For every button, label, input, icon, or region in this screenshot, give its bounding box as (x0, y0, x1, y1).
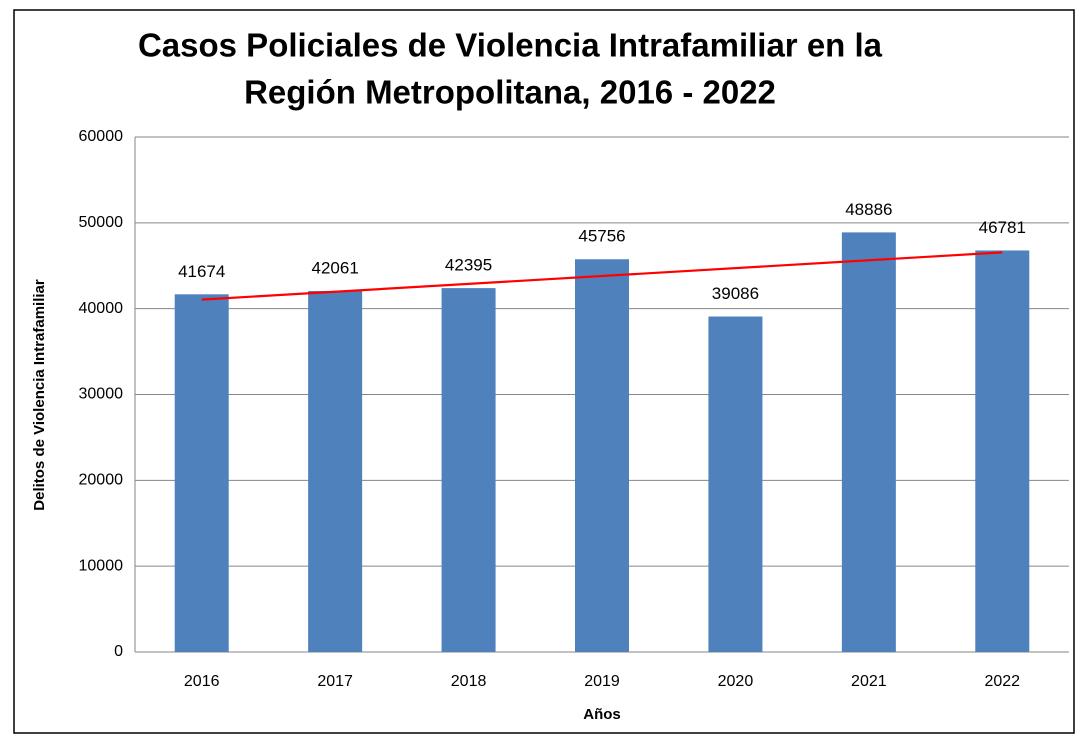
bar (308, 290, 363, 652)
bar (708, 316, 763, 652)
y-tick-label: 60000 (79, 128, 124, 145)
bar (575, 259, 629, 652)
value-label: 42395 (445, 256, 492, 275)
value-label: 39086 (712, 284, 759, 303)
y-tick-label: 20000 (79, 472, 124, 489)
trendline (201, 251, 1003, 301)
y-axis-title: Delitos de Violencia Intrafamiliar (31, 279, 48, 511)
x-tick-label: 2020 (718, 673, 754, 690)
bar (841, 232, 896, 652)
value-label: 41674 (178, 262, 225, 281)
x-tick-label: 2022 (984, 673, 1020, 690)
y-tick-label: 40000 (79, 300, 124, 317)
x-tick-label: 2016 (184, 673, 220, 690)
bar (441, 288, 496, 652)
y-tick-label: 10000 (79, 557, 124, 574)
y-tick-label: 50000 (79, 214, 124, 231)
value-label: 48886 (845, 200, 892, 219)
x-axis-title: Años (583, 706, 621, 723)
bar (975, 250, 1030, 653)
x-tick-label: 2021 (851, 673, 887, 690)
x-tick-label: 2019 (584, 673, 620, 690)
value-label: 42061 (312, 258, 359, 277)
chart-title: Casos Policiales de Violencia Intrafamil… (138, 27, 883, 64)
y-tick-label: 30000 (79, 386, 124, 403)
bar (174, 294, 229, 652)
x-tick-label: 2017 (317, 673, 353, 690)
value-label: 45756 (578, 227, 625, 246)
chart-title: Región Metropolitana, 2016 - 2022 (244, 74, 776, 111)
value-label: 46781 (979, 218, 1026, 237)
x-tick-label: 2018 (451, 673, 487, 690)
y-tick-label: 0 (114, 643, 123, 660)
chart-border (13, 9, 1075, 734)
